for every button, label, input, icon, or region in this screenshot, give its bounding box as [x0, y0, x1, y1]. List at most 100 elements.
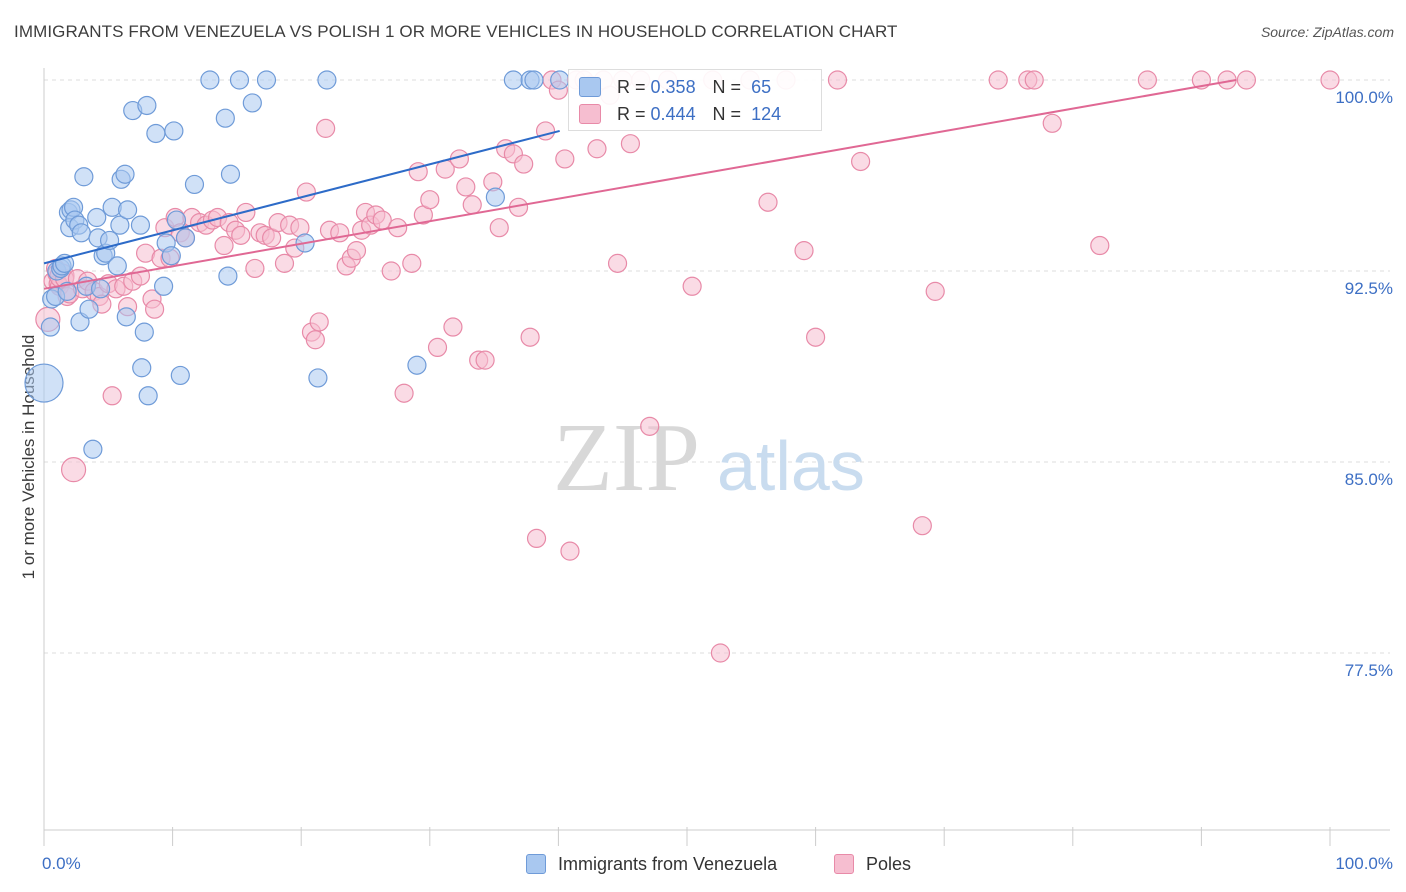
venezuela-point: [200, 70, 220, 90]
poles-swatch: [579, 104, 601, 124]
poles-point: [489, 218, 509, 238]
venezuela-point: [110, 215, 130, 235]
poles-point: [214, 235, 234, 256]
venezuela-point: [24, 363, 64, 403]
venezuela-r-value: 0.358: [650, 76, 696, 97]
venezuela-n-value: 65: [751, 76, 772, 97]
poles-point: [1236, 70, 1257, 90]
poles-point: [794, 241, 814, 261]
poles-point: [851, 151, 871, 172]
poles-point: [443, 317, 463, 337]
legend-item-poles[interactable]: Poles: [834, 851, 911, 877]
series-venezuela: [24, 70, 570, 459]
venezuela-swatch: [579, 77, 601, 97]
watermark: ZIP atlas: [553, 404, 865, 512]
poles-point: [620, 134, 641, 154]
y-tick-label: 92.5%: [1345, 279, 1393, 298]
venezuela-point: [153, 276, 174, 296]
source-credit: Source: ZipAtlas.com: [1260, 24, 1394, 40]
venezuela-point: [407, 355, 427, 375]
poles-point: [60, 457, 87, 483]
venezuela-point: [256, 70, 277, 90]
poles-legend-swatch: [834, 854, 854, 874]
poles-point: [555, 149, 575, 169]
poles-point: [514, 154, 534, 174]
venezuela-point: [308, 368, 328, 388]
venezuela-point: [166, 210, 187, 230]
venezuela-point: [215, 108, 235, 128]
trend-lines: [43, 79, 1237, 290]
poles-trend-line: [43, 79, 1237, 290]
venezuela-point: [242, 93, 262, 113]
poles-point: [1137, 70, 1157, 90]
venezuela-point: [74, 167, 94, 187]
venezuela-trend-line: [43, 129, 560, 265]
poles-point: [535, 121, 556, 141]
poles-point: [526, 528, 547, 549]
venezuela-point: [90, 279, 111, 299]
r-label: R =: [617, 76, 646, 97]
poles-point: [710, 643, 731, 663]
poles-point: [309, 312, 329, 332]
venezuela-point: [71, 223, 91, 243]
venezuela-point: [83, 439, 103, 459]
poles-point: [402, 253, 422, 273]
poles-point: [462, 195, 482, 215]
poles-point: [607, 253, 628, 273]
venezuela-point: [175, 228, 196, 248]
poles-point: [912, 516, 932, 536]
watermark-zip: ZIP: [553, 404, 700, 512]
poles-point: [925, 281, 945, 301]
venezuela-point: [229, 70, 250, 90]
poles-n-value: 124: [751, 103, 782, 124]
poles-point: [456, 177, 476, 197]
venezuela-point: [164, 121, 184, 141]
venezuela-point: [170, 365, 190, 386]
venezuela-point: [220, 164, 241, 184]
venezuela-point: [79, 299, 99, 319]
poles-point: [587, 139, 607, 159]
series-poles: [35, 70, 1340, 663]
stats-box: R = 0.358 N = 65 R = 0.444 N = 124: [568, 69, 822, 131]
poles-point: [805, 327, 826, 347]
chart-title: IMMIGRANTS FROM VENEZUELA VS POLISH 1 OR…: [14, 22, 898, 41]
venezuela-point: [138, 386, 158, 406]
n-label: N =: [712, 103, 742, 124]
poles-point: [420, 190, 440, 210]
venezuela-point: [184, 174, 205, 195]
poles-point: [394, 383, 414, 403]
poles-point: [130, 266, 151, 286]
poles-point: [274, 253, 295, 273]
poles-point: [102, 386, 122, 406]
venezuela-point: [87, 207, 107, 228]
venezuela-legend-label: Immigrants from Venezuela: [558, 853, 778, 874]
venezuela-point: [40, 317, 61, 337]
poles-point: [316, 118, 336, 138]
y-tick-label: 85.0%: [1345, 470, 1393, 489]
venezuela-point: [550, 70, 570, 90]
watermark-atlas: atlas: [717, 427, 865, 505]
poles-point: [520, 327, 540, 347]
poles-point: [381, 261, 401, 281]
venezuela-point: [57, 281, 77, 301]
r-label: R =: [617, 103, 646, 124]
poles-point: [758, 192, 778, 212]
venezuela-point: [503, 70, 523, 90]
venezuela-point: [116, 307, 136, 327]
poles-point: [408, 162, 428, 182]
x-tick-label: 100.0%: [1335, 854, 1393, 873]
poles-point: [231, 225, 251, 245]
poles-point: [305, 330, 325, 350]
n-label: N =: [712, 76, 742, 97]
poles-point: [640, 416, 660, 436]
poles-point: [682, 276, 702, 296]
venezuela-point: [130, 215, 151, 235]
poles-point: [346, 241, 367, 261]
poles-point: [1042, 113, 1062, 133]
venezuela-point: [115, 164, 135, 184]
venezuela-point: [137, 95, 157, 116]
legend-item-venezuela[interactable]: Immigrants from Venezuela: [526, 851, 777, 877]
poles-point: [988, 70, 1008, 90]
poles-point: [1024, 70, 1044, 90]
